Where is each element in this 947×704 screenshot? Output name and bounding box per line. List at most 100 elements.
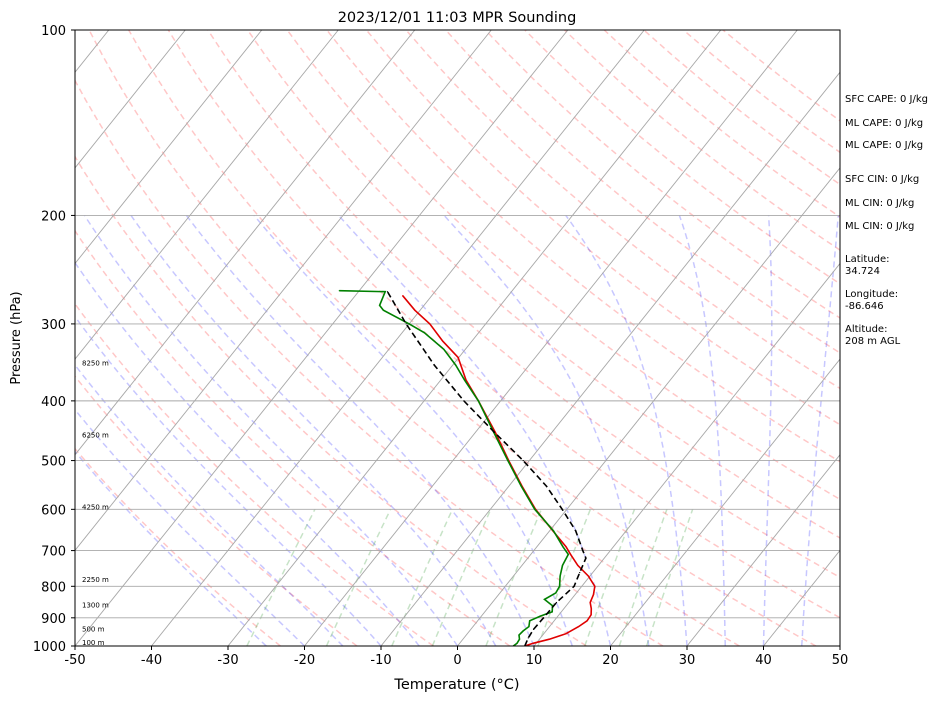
dewpoint-point xyxy=(528,626,529,627)
index-ml-cape: ML CAPE: 0 J/kg xyxy=(845,118,923,129)
y-tick-label: 600 xyxy=(41,503,66,518)
temperature-point xyxy=(587,620,588,621)
dewpoint-point xyxy=(559,586,560,587)
temperature-point xyxy=(570,554,571,555)
height-label: 6250 m xyxy=(82,431,109,439)
dewpoint-point xyxy=(339,290,340,291)
dewpoint-point xyxy=(516,643,517,644)
mixing-ratio-line xyxy=(327,509,391,646)
parcel-point xyxy=(546,486,547,487)
x-tick-label: 30 xyxy=(679,653,696,668)
temperature-point xyxy=(429,323,430,324)
temperature-point xyxy=(402,295,403,296)
isotherm-line xyxy=(0,30,185,646)
dewpoint-point xyxy=(519,639,520,640)
temperature-point xyxy=(594,586,595,587)
altitude-value: 208 m AGL xyxy=(845,336,901,347)
latitude-value: 34.724 xyxy=(845,266,880,277)
x-tick-label: -20 xyxy=(294,653,315,668)
y-tick-label: 200 xyxy=(41,209,66,224)
x-tick-label: 20 xyxy=(602,653,619,668)
dewpoint-point xyxy=(529,620,530,621)
temperature-point xyxy=(588,576,589,577)
dewpoint-point xyxy=(534,509,535,510)
parcel-point xyxy=(434,365,435,366)
temperature-point xyxy=(565,633,566,634)
dry-adiabat xyxy=(168,30,892,646)
dewpoint-point xyxy=(455,365,456,366)
parcel-point xyxy=(575,530,576,531)
x-tick-label: 0 xyxy=(453,653,461,668)
temperature-point xyxy=(565,546,566,547)
location-panel: Latitude: 34.724 Longitude: -86.646 Alti… xyxy=(845,254,901,347)
dewpoint-point xyxy=(409,323,410,324)
x-tick-label: -50 xyxy=(64,653,85,668)
moist-adiabat xyxy=(444,215,649,646)
parcel-point xyxy=(528,637,529,638)
moist-adiabat xyxy=(339,215,611,646)
index-sfc-cin: SFC CIN: 0 J/kg xyxy=(845,174,919,185)
parcel-point xyxy=(533,629,534,630)
mixing-ratio-line xyxy=(432,509,490,646)
dewpoint-point xyxy=(464,379,465,380)
parcel-point xyxy=(543,617,544,618)
isotherm-line xyxy=(228,30,721,646)
x-tick-label: -40 xyxy=(141,653,162,668)
dewpoint-point xyxy=(553,530,554,531)
moist-adiabat xyxy=(186,215,534,646)
longitude-label: Longitude: xyxy=(845,289,898,300)
dewpoint-point xyxy=(562,565,563,566)
parcel-point xyxy=(406,323,407,324)
moist-adiabat xyxy=(802,215,839,646)
y-tick-label: 300 xyxy=(41,318,66,333)
parcel-point xyxy=(582,550,583,551)
indices-panel: SFC CAPE: 0 J/kg ML CAPE: 0 J/kg ML CAPE… xyxy=(845,94,928,232)
dry-adiabat xyxy=(208,30,947,646)
moist-adiabat xyxy=(0,215,266,646)
x-axis-label: Temperature (°C) xyxy=(393,677,519,693)
dewpoint-point xyxy=(478,400,479,401)
y-tick-label: 700 xyxy=(41,545,66,560)
dry-adiabat xyxy=(248,30,947,646)
temperature-point xyxy=(414,310,415,311)
y-tick-label: 100 xyxy=(41,24,66,39)
mixing-ratio-line xyxy=(247,509,315,646)
moist-adiabat xyxy=(679,215,725,646)
dewpoint-point xyxy=(555,592,556,593)
isotherm-line xyxy=(75,30,568,646)
isotherm-line xyxy=(0,30,491,646)
dewpoint-point xyxy=(540,616,541,617)
temperature-point xyxy=(442,341,443,342)
mixing-ratio-line xyxy=(486,509,541,646)
parcel-point xyxy=(562,509,563,510)
height-label: 500 m xyxy=(82,625,105,633)
index-ml-cin: ML CIN: 0 J/kg xyxy=(845,198,914,209)
dewpoint-point xyxy=(443,349,444,350)
profiles xyxy=(339,290,596,647)
dewpoint-point xyxy=(424,332,425,333)
parcel-point xyxy=(387,291,388,292)
dewpoint-point xyxy=(383,310,384,311)
background-lines xyxy=(0,30,947,646)
dewpoint-point xyxy=(518,635,519,636)
x-tick-label: 50 xyxy=(832,653,849,668)
x-tick-label: 10 xyxy=(526,653,543,668)
temperature-point xyxy=(458,357,459,358)
parcel-point xyxy=(463,400,464,401)
parcel-point xyxy=(579,572,580,573)
height-label: 2250 m xyxy=(82,576,109,584)
dewpoint-point xyxy=(552,611,553,612)
parcel-point xyxy=(574,586,575,587)
plot-frame xyxy=(75,30,840,646)
temperature-point xyxy=(591,608,592,609)
index-ml-cape-2: ML CAPE: 0 J/kg xyxy=(845,140,923,151)
dewpoint-point xyxy=(560,576,561,577)
dewpoint-point xyxy=(568,554,569,555)
y-tick-label: 500 xyxy=(41,455,66,470)
temperature-point xyxy=(549,639,550,640)
latitude-label: Latitude: xyxy=(845,254,890,265)
